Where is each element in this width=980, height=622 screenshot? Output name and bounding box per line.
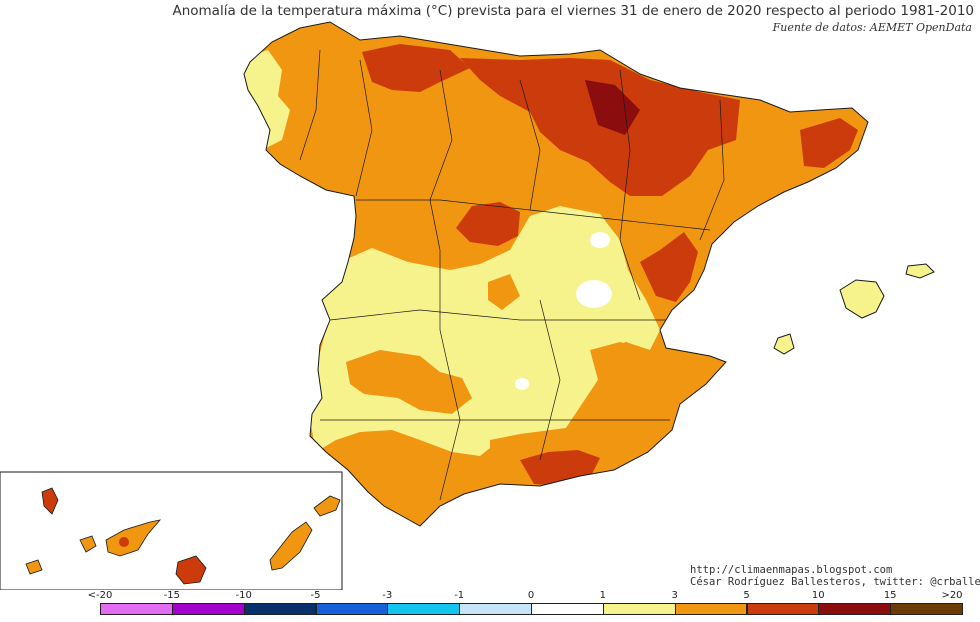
balearic-islands (773, 263, 935, 355)
island-lanzarote (313, 495, 341, 517)
border-6 (699, 99, 725, 241)
zone-cantabria-5-10 (362, 44, 470, 92)
color-legend: <-20 -15 -10 -5 -3 -1 0 1 3 5 10 15 >20 (88, 590, 963, 620)
data-source-note: Fuente de datos: AEMET OpenData (772, 21, 972, 34)
teide-hotspot (119, 537, 129, 547)
legend-swatch-1 (171, 603, 245, 615)
legend-tick-10: 10 (811, 590, 825, 601)
zone-extremadura-3-5 (346, 350, 472, 414)
legend-tick-7: 1 (599, 590, 606, 601)
map-title: Anomalía de la temperatura máxima (°C) p… (172, 3, 974, 19)
zone-southeast-3-5 (490, 342, 664, 472)
legend-swatch-0 (100, 603, 173, 615)
border-5 (619, 69, 641, 301)
legend-tick-3: -5 (310, 590, 321, 601)
legend-tick-12: >20 (941, 590, 963, 601)
legend-swatch-5 (459, 603, 532, 615)
legend-swatch-4 (387, 603, 461, 615)
zone-north-5-10 (460, 58, 740, 196)
border-2 (355, 59, 373, 197)
island-menorca (905, 263, 935, 279)
legend-swatch-9 (746, 603, 820, 615)
island-tenerife (105, 519, 162, 557)
border-4 (519, 79, 541, 211)
island-fuerteventura (269, 521, 313, 571)
zone-ciudadreal-0-1 (515, 378, 529, 390)
island-mallorca (839, 279, 885, 319)
legend-swatch-10 (818, 603, 892, 615)
zone-toledo-3-5 (488, 274, 520, 310)
zone-catalonia-5-10 (800, 118, 858, 168)
legend-tick-6: 0 (527, 590, 535, 601)
province-borders (299, 49, 725, 501)
border-10 (439, 250, 461, 501)
zone-guadalajara-0-1 (590, 232, 610, 248)
temperature-anomaly-map (0, 21, 935, 590)
island-el-hierro (25, 559, 43, 575)
legend-tick-1: -15 (163, 590, 180, 601)
island-la-palma (41, 487, 59, 515)
anomaly-zones (244, 44, 858, 526)
legend-tick-9: 5 (743, 590, 750, 601)
legend-tick-5: -1 (454, 590, 465, 601)
border-7 (356, 199, 711, 231)
legend-tick-8: 3 (671, 590, 678, 601)
legend-tick-4: -3 (382, 590, 393, 601)
legend-swatch-6 (531, 603, 604, 615)
border-3 (429, 69, 453, 251)
canary-inset (0, 471, 343, 590)
island-la-gomera (79, 535, 97, 553)
legend-swatch-7 (602, 603, 676, 615)
legend-swatch-2 (243, 603, 317, 615)
legend-tick-11: 15 (883, 590, 897, 601)
border-11 (539, 299, 561, 461)
legend-tick-2: -10 (235, 590, 252, 601)
border-8 (329, 309, 680, 321)
legend-swatch-8 (674, 603, 748, 615)
zone-east-5-10 (640, 232, 698, 302)
zone-andalusia-south-3-5 (380, 466, 520, 526)
island-gran-canaria (175, 555, 207, 585)
legend-swatch-11 (890, 603, 963, 615)
legend-tick-0: <-20 (87, 590, 113, 601)
zone-madrid-5-10 (456, 202, 520, 246)
zone-cuenca-0-1 (576, 280, 612, 308)
inset-frame (0, 471, 343, 590)
credit-url: http://climaenmapas.blogspot.com (690, 564, 893, 576)
legend-swatch-3 (315, 603, 389, 615)
credit-author: César Rodríguez Ballesteros, twitter: @c… (690, 576, 980, 588)
island-ibiza (773, 333, 795, 355)
border-1 (299, 49, 321, 161)
